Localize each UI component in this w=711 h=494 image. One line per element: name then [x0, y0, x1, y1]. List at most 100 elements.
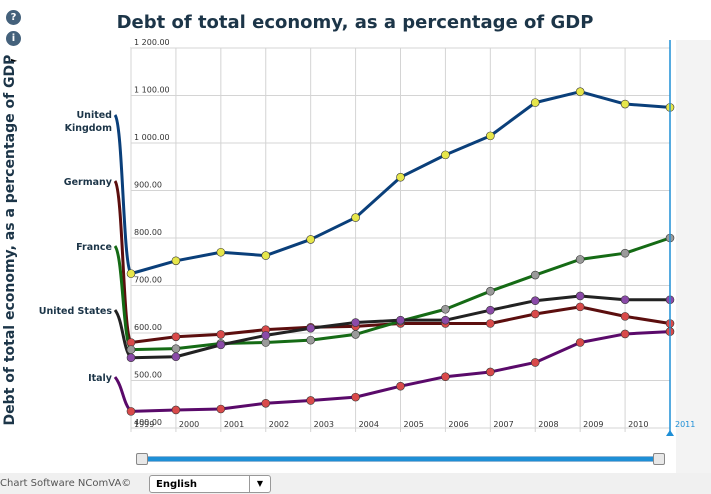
data-point	[351, 318, 360, 327]
x-tick-label: 2007	[493, 420, 513, 429]
data-point	[620, 312, 630, 321]
slider-end-handle[interactable]	[653, 453, 665, 465]
data-point	[261, 338, 271, 347]
y-tick-label: 700.00	[134, 276, 162, 285]
data-point	[351, 392, 360, 402]
data-point	[530, 296, 540, 306]
data-point	[441, 315, 450, 325]
data-point	[530, 358, 540, 367]
series-label-leaders	[113, 114, 133, 413]
series-label: United States	[39, 306, 113, 317]
x-tick-label: 2003	[314, 420, 334, 429]
data-point	[620, 329, 630, 339]
x-tick-label: 2010	[628, 420, 648, 429]
data-point	[216, 330, 226, 339]
x-tick-label: 2005	[404, 420, 424, 429]
menu-arrow-icon[interactable]: ►	[11, 56, 18, 65]
series-labels: United Kingdom Germany France United States I…	[39, 110, 113, 384]
data-point	[216, 340, 226, 350]
data-point	[306, 396, 315, 405]
series-label: Germany	[64, 177, 113, 188]
x-tick-label: 2002	[269, 420, 289, 429]
data-point	[575, 255, 585, 264]
x-tick-label: 2001	[224, 420, 244, 429]
y-tick-label: 900.00	[134, 181, 162, 190]
data-point	[441, 150, 450, 160]
data-point	[126, 407, 136, 416]
x-tick-label: 2000	[179, 420, 199, 429]
data-point	[126, 345, 136, 354]
x-tick-label: 2006	[448, 420, 468, 429]
data-point	[261, 251, 271, 260]
data-point	[620, 248, 630, 258]
data-point	[396, 315, 405, 325]
right-panel	[676, 40, 711, 473]
data-point	[171, 332, 181, 342]
y-tick-label: 600.00	[134, 323, 162, 332]
series-label: United	[76, 110, 112, 121]
data-point	[216, 404, 226, 414]
x-tick-label: 2009	[583, 420, 603, 429]
series-label: Kingdom	[65, 123, 113, 134]
data-point	[575, 302, 585, 312]
data-point	[486, 319, 495, 328]
data-point	[441, 372, 450, 382]
data-point	[486, 367, 495, 377]
data-point	[620, 99, 630, 109]
data-point	[171, 344, 181, 353]
data-point	[530, 270, 540, 280]
selected-year-label: 2011	[675, 420, 695, 429]
series-label: France	[76, 242, 112, 253]
y-tick-label: 1 000.00	[134, 133, 170, 142]
data-point	[306, 335, 315, 345]
series-label-leader	[113, 114, 133, 275]
chevron-down-icon[interactable]: ▼	[249, 476, 270, 492]
data-point	[351, 213, 360, 222]
y-tick-label: 500.00	[134, 371, 162, 380]
data-point	[261, 331, 271, 340]
x-tick-label: 1999	[134, 420, 154, 429]
data-point	[620, 295, 630, 305]
data-point	[575, 338, 585, 347]
data-point	[126, 353, 136, 363]
selected-year-arrow	[666, 430, 674, 436]
data-point	[486, 131, 495, 141]
data-point	[261, 398, 271, 408]
series-label-leader	[113, 180, 133, 344]
slider-start-handle[interactable]	[136, 453, 148, 465]
language-select-value: English	[156, 478, 198, 490]
data-point	[171, 256, 181, 266]
help-icon[interactable]: ?	[6, 10, 21, 25]
data-point	[530, 309, 540, 319]
data-point	[575, 291, 585, 301]
language-select[interactable]: English ▼	[149, 475, 271, 493]
data-point	[486, 286, 495, 296]
data-point	[530, 98, 540, 107]
data-point	[306, 323, 315, 333]
y-axis-ticks: 400.00 500.00 600.00 700.00 800.00 900.00 1 00…	[134, 38, 170, 427]
data-point	[216, 247, 226, 257]
x-axis-ticks: 1999 2000 2001 2002 2003 2004 2005 2006 2007 2008…	[134, 420, 648, 429]
data-point	[486, 305, 495, 315]
data-point	[396, 172, 405, 182]
series-markers	[126, 87, 675, 416]
y-tick-label: 1 100.00	[134, 86, 170, 95]
data-point	[171, 405, 181, 415]
x-tick-label: 2008	[538, 420, 558, 429]
y-tick-label: 1 200.00	[134, 38, 170, 47]
data-point	[351, 330, 360, 339]
info-icon[interactable]: i	[6, 31, 21, 46]
data-point	[126, 338, 136, 347]
selected-year-line[interactable]: 2011	[666, 40, 695, 436]
grid	[130, 47, 670, 432]
data-point	[306, 235, 315, 244]
data-point	[171, 352, 181, 362]
chart-title: Debt of total economy, as a percentage o…	[116, 12, 594, 33]
y-tick-label: 800.00	[134, 228, 162, 237]
data-point	[441, 304, 450, 314]
y-tick-label: 400.00	[134, 418, 162, 427]
data-point	[396, 381, 405, 391]
data-point	[126, 269, 136, 278]
time-slider[interactable]	[136, 453, 665, 465]
